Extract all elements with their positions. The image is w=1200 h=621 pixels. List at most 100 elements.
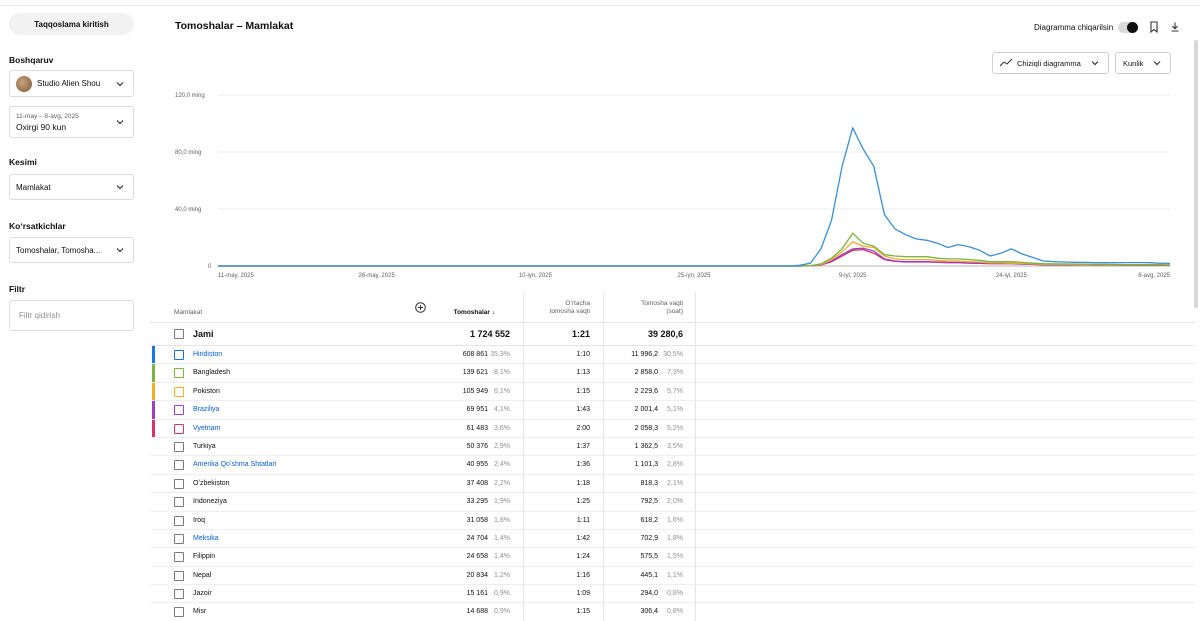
avg-watch-value: 1:42 (576, 534, 590, 542)
country-name[interactable]: Hindiston (193, 351, 223, 358)
row-checkbox[interactable] (174, 607, 184, 618)
row-checkbox[interactable] (174, 552, 184, 563)
country-name[interactable]: Braziliya (193, 406, 220, 414)
row-checkbox[interactable] (174, 589, 184, 600)
y-tick-label: 40,0 ming (175, 207, 201, 213)
row-checkbox[interactable] (174, 570, 184, 581)
series-color-bar (152, 346, 155, 364)
header-watch-line1: Tomosha vaqti (641, 300, 683, 307)
views-percent: 1,2% (494, 571, 510, 579)
chart-svg: 120,0 ming 80,0 ming 40,0 ming 0 11-may, 202… (175, 93, 1171, 279)
row-checkbox[interactable] (174, 515, 184, 526)
breakdown-select[interactable]: Mamlakat (9, 174, 134, 200)
table-row[interactable]: Filippin 24 658 1,4% 1:24 575,5 1,5% (150, 548, 1195, 567)
download-icon[interactable] (1168, 20, 1182, 34)
row-checkbox[interactable] (174, 423, 184, 434)
row-checkbox[interactable] (174, 441, 184, 452)
views-percent: 1,4% (494, 553, 510, 561)
show-chart-toggle[interactable] (1118, 22, 1138, 33)
country-name: Nepal (193, 571, 212, 579)
header-views[interactable]: Tomoshalar ↓ (454, 309, 495, 317)
country-name[interactable]: Meksika (193, 534, 219, 542)
views-value: 24 658 (466, 553, 488, 561)
total-label: Jami (193, 329, 214, 339)
bookmark-icon[interactable] (1147, 20, 1161, 34)
table-row[interactable]: Iroq 31 058 1,8% 1:11 618,2 1,6% (150, 512, 1195, 530)
country-name[interactable]: Amerika Qoʻshma Shtatlari (193, 461, 277, 469)
channel-select[interactable]: Studio Alien Shou (9, 70, 134, 97)
row-checkbox[interactable] (174, 533, 184, 544)
filter-input[interactable]: Filtr qidirish (9, 300, 134, 331)
header-avg-watch[interactable]: Oʻrtacha tomosha vaqti (550, 300, 590, 316)
avg-watch-value: 1:15 (576, 608, 590, 616)
table-row[interactable]: Vyetnam 61 483 3,6% 2:00 2 058,3 5,2% (150, 419, 1195, 438)
table-row[interactable]: Pokiston 105 949 6,1% 1:15 2 229,6 5,7% (150, 382, 1195, 402)
column-divider (523, 292, 524, 621)
table-row[interactable]: Oʻzbekiston 37 408 2,2% 1:18 818,3 2,1% (150, 475, 1195, 494)
series-color-bar (152, 364, 155, 382)
total-checkbox[interactable] (174, 329, 184, 339)
views-percent: 3,6% (494, 424, 510, 432)
avg-watch-value: 1:18 (576, 479, 590, 487)
views-value: 37 408 (466, 479, 488, 487)
row-checkbox[interactable] (174, 368, 184, 379)
row-checkbox[interactable] (174, 478, 184, 489)
views-value: 105 949 (462, 387, 488, 395)
watch-time-value: 2 001,4 (634, 406, 658, 414)
table-row[interactable]: Misr 14 688 0,9% 1:15 306,4 0,8% (150, 603, 1195, 621)
header-watch-time[interactable]: Tomosha vaqti (soat) (641, 300, 683, 316)
scrollbar[interactable] (1194, 40, 1198, 308)
row-checkbox[interactable] (174, 386, 184, 397)
country-table: Mamlakat Tomoshalar ↓ Oʻrtacha tomosha v… (150, 292, 1195, 621)
views-percent: 2,4% (494, 461, 510, 469)
watch-time-percent: 2,8% (667, 461, 683, 469)
views-value: 14 688 (466, 608, 488, 616)
views-value: 31 058 (466, 516, 488, 524)
toggle-knob (1127, 22, 1138, 33)
row-checkbox[interactable] (174, 497, 184, 508)
views-value: 20 834 (466, 571, 488, 579)
metrics-select[interactable]: Tomoshalar, Tomosha... (9, 237, 134, 263)
watch-time-percent: 1,1% (667, 571, 683, 579)
interval-select[interactable]: Kunlik (1115, 52, 1171, 74)
interval-label: Kunlik (1123, 58, 1144, 68)
avg-watch-value: 2:00 (576, 424, 590, 432)
table-row[interactable]: Nepal 20 834 1,2% 1:16 445,1 1,1% (150, 567, 1195, 586)
date-range-select[interactable]: 11-may – 8-avg, 2025 Oxirgi 90 kun (9, 106, 134, 138)
watch-time-value: 445,1 (640, 571, 658, 579)
country-name: Indoneziya (193, 498, 227, 506)
views-value: 50 376 (466, 442, 488, 450)
header-avg-line1: Oʻrtacha (565, 300, 590, 307)
table-row[interactable]: Bangladesh 139 621 8,1% 1:13 2 858,0 7,3% (150, 364, 1195, 383)
table-row[interactable]: Meksika 24 704 1,4% 1:42 702,9 1,8% (150, 530, 1195, 549)
country-name[interactable]: Vyetnam (193, 424, 221, 432)
y-tick-label: 80,0 ming (175, 150, 201, 156)
watch-time-percent: 7,3% (667, 369, 683, 377)
x-tick-label: 9-iyl, 2025 (839, 273, 867, 279)
watch-time-percent: 5,2% (667, 424, 683, 432)
views-percent: 2,9% (494, 442, 510, 450)
table-row[interactable]: Indoneziya 33 295 1,9% 1:25 792,5 2,0% (150, 493, 1195, 512)
total-avg: 1:21 (571, 329, 590, 339)
breakdown-value: Mamlakat (16, 182, 51, 192)
watch-time-percent: 1,6% (667, 516, 683, 524)
views-value: 24 704 (466, 534, 488, 542)
watch-time-value: 618,2 (640, 516, 658, 524)
views-value: 15 161 (466, 590, 488, 598)
watch-time-value: 1 101,3 (634, 461, 658, 469)
add-comparison-button[interactable]: Taqqoslama kiritish (9, 13, 134, 35)
table-row[interactable]: Braziliya 69 951 4,1% 1:43 2 001,4 5,1% (150, 401, 1195, 420)
avg-watch-value: 1:24 (576, 553, 590, 561)
table-row[interactable]: Jazoir 15 161 0,9% 1:09 294,0 0,8% (150, 585, 1195, 604)
table-row[interactable]: Hindiston 608 861 35,3% 1:10 11 996,2 30,5% (150, 346, 1195, 365)
sort-down-icon: ↓ (491, 309, 495, 316)
row-checkbox[interactable] (174, 350, 184, 360)
add-column-icon[interactable] (415, 302, 426, 313)
row-checkbox[interactable] (174, 405, 184, 416)
chart-type-select[interactable]: Chiziqli diagramma (992, 52, 1109, 74)
table-row[interactable]: Amerika Qoʻshma Shtatlari 40 955 2,4% 1:36 1… (150, 456, 1195, 475)
table-body: Hindiston 608 861 35,3% 1:10 11 996,2 30,5% Ba… (150, 346, 1195, 621)
row-checkbox[interactable] (174, 460, 184, 471)
header-views-label: Tomoshalar (453, 309, 490, 316)
table-row[interactable]: Turkiya 50 376 2,9% 1:37 1 362,5 3,5% (150, 438, 1195, 457)
